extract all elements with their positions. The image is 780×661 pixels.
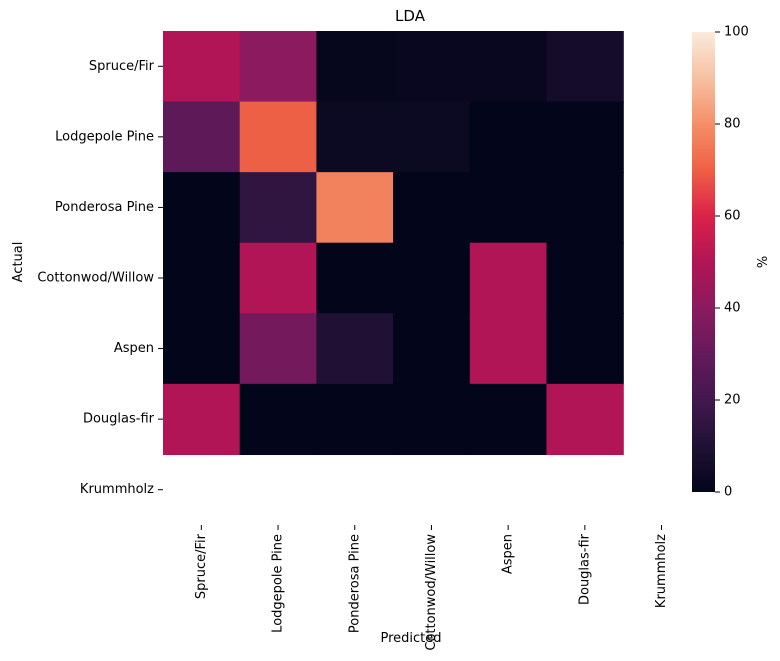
y-tick-label: Spruce/Fir (89, 59, 155, 74)
heatmap-cell (469, 172, 548, 244)
heatmap-cell (469, 313, 548, 385)
x-tick-label: Douglas-fir (577, 533, 592, 605)
colorbar-tick-label: 100 (724, 25, 749, 40)
heatmap-cell (163, 101, 241, 173)
y-axis-ticks: Spruce/Fir Lodgepole Pine Ponderosa Pine Co… (37, 59, 163, 497)
heatmap-cell (316, 31, 394, 103)
y-tick-label: Lodgepole Pine (55, 129, 154, 144)
y-tick-label: Aspen (114, 341, 154, 356)
y-tick-label: Ponderosa Pine (55, 200, 154, 215)
heatmap-cell (239, 313, 317, 385)
heatmap-cell (546, 242, 624, 314)
heatmap-cell (469, 242, 548, 314)
heatmap-cell (163, 313, 241, 385)
heatmap-cell (393, 31, 471, 103)
x-tick-label: Spruce/Fir (194, 533, 209, 599)
chart-title: LDA (395, 7, 426, 25)
x-tick-label: Cottonwod/Willow (424, 534, 439, 651)
y-tick-label: Douglas-fir (83, 412, 155, 427)
heatmap-cell (163, 383, 241, 456)
heatmap-cell (239, 383, 317, 456)
heatmap-cell (393, 172, 471, 244)
x-tick-label: Lodgepole Pine (271, 534, 286, 633)
heatmap-cell (316, 172, 394, 244)
y-tick-label: Krummholz (80, 482, 154, 497)
colorbar (692, 32, 715, 492)
heatmap-cell (393, 242, 471, 314)
heatmap-cell (163, 31, 241, 103)
heatmap-cell (316, 101, 394, 173)
x-tick-label: Ponderosa Pine (347, 534, 362, 633)
y-tick-label: Cottonwod/Willow (37, 271, 154, 286)
heatmap-cell (469, 383, 548, 456)
heatmap-cell (546, 313, 624, 385)
heatmap-cell (546, 31, 624, 103)
colorbar-tick-label: 0 (724, 485, 732, 500)
heatmap-cell (316, 383, 394, 456)
heatmap-cell (469, 101, 548, 173)
y-axis-label: Actual (11, 242, 26, 283)
x-axis-label: Predicted (380, 631, 441, 646)
heatmap-cell (163, 172, 241, 244)
heatmap-cell (239, 101, 317, 173)
heatmap-cell (546, 101, 624, 173)
colorbar-label: % (756, 256, 771, 268)
colorbar-ticks: 0 20 40 60 80 100 (715, 25, 749, 500)
heatmap-cell (239, 31, 317, 103)
x-tick-label: Krummholz (654, 534, 669, 608)
colorbar-tick-label: 80 (724, 117, 741, 132)
colorbar-tick-label: 20 (724, 393, 741, 408)
heatmap-cell (393, 101, 471, 173)
x-axis-ticks: Spruce/Fir Lodgepole Pine Ponderosa Pine Co… (194, 524, 669, 651)
heatmap-cells (163, 31, 624, 456)
heatmap-cell (546, 383, 624, 456)
heatmap-cell (469, 31, 548, 103)
heatmap-cell (316, 313, 394, 385)
heatmap-cell (316, 242, 394, 314)
heatmap-cell (546, 172, 624, 244)
x-tick-label: Aspen (501, 534, 516, 574)
heatmap-cell (239, 172, 317, 244)
colorbar-tick-label: 40 (724, 301, 741, 316)
heatmap-cell (393, 313, 471, 385)
heatmap-cell (239, 242, 317, 314)
heatmap-cell (393, 383, 471, 456)
colorbar-tick-label: 60 (724, 209, 741, 224)
heatmap-cell (163, 242, 241, 314)
